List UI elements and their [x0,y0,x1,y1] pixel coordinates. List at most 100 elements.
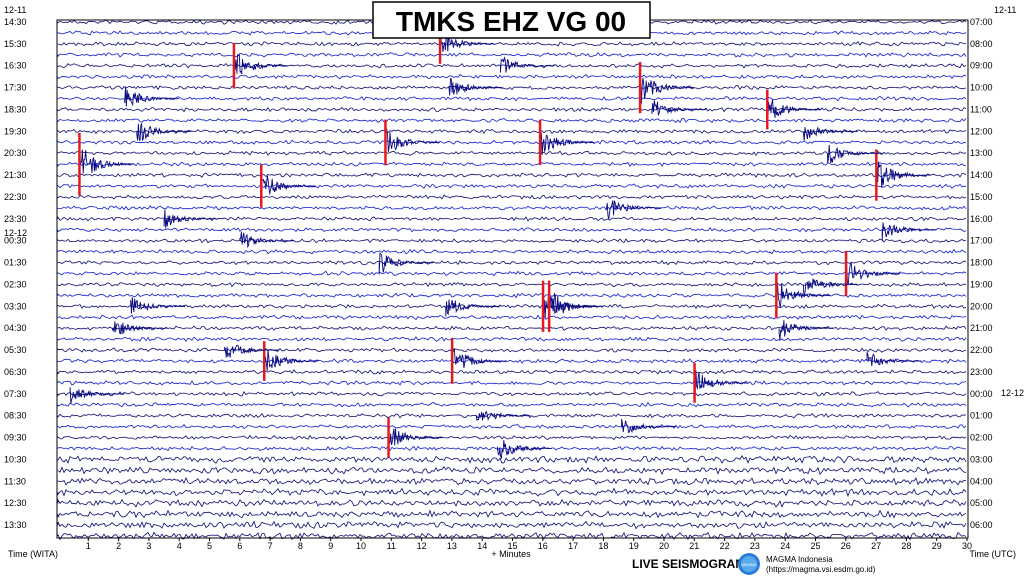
right-time-label: 15:00 [970,192,993,202]
x-tick-label: 20 [659,541,669,551]
clipped-marker [450,338,454,384]
org-url: (https://magma.vsi.esdm.go.id) [766,565,876,574]
seismic-event [881,222,937,242]
seismic-event [802,278,858,296]
trace-row [57,498,967,508]
right-time-label: 20:00 [970,301,993,311]
event-waveform [163,209,219,229]
event-group [69,24,937,459]
trace-row [57,259,967,266]
trace-row [57,369,967,375]
right-time-label: 14:00 [970,170,993,180]
magma-logo-icon: MAGMA [738,553,760,575]
seismic-event [136,123,192,141]
left-time-label: 05:30 [4,345,27,355]
seismic-event [260,164,316,208]
trace-row [57,303,967,310]
left-time-label: 19:30 [4,126,27,136]
x-tick-label: 7 [268,541,273,551]
logo-text: MAGMA [741,562,756,567]
trace-row [57,455,967,464]
right-time-label: 09:00 [970,61,993,71]
right-time-label: 13:00 [970,148,993,158]
event-waveform [766,99,822,124]
left-time-label: 04:30 [4,323,27,333]
x-tick-label: 11 [387,541,396,551]
trace-row [57,314,967,321]
left-time-label: 13:30 [4,520,27,530]
x-tick-label: 30 [962,541,972,551]
clipped-marker [693,363,696,403]
trace-row [57,95,967,102]
seismic-event [475,410,531,421]
trace-row [57,347,967,353]
seismic-event [378,252,434,275]
clipped-marker [775,272,778,319]
left-time-label: 17:30 [4,83,27,93]
event-waveform [548,292,604,321]
seismic-event [450,338,507,384]
x-tick-label: 25 [810,541,820,551]
right-time-label: 00:00 [970,389,993,399]
x-tick-label: 21 [689,541,699,551]
event-waveform [448,78,504,96]
seismic-event [802,126,858,141]
left-time-label: 10:30 [4,454,27,464]
seismic-event [130,297,186,314]
trace-row [57,531,967,541]
left-time-label: 12:30 [4,498,27,508]
right-time-label: 01:00 [970,411,993,421]
right-time-label: 03:00 [970,454,993,464]
left-time-label: 15:30 [4,39,27,49]
trace-row [57,41,967,47]
event-waveform [539,132,595,155]
x-tick-label: 16 [538,541,548,551]
right-time-axis: 07:00 08:00 09:00 10:00 11:00 12:00 13:00 14:00… [970,17,993,530]
left-time-label: 07:30 [4,389,27,399]
x-tick-label: 19 [629,541,639,551]
left-date-start: 12-11 [4,5,26,15]
event-waveform [439,31,495,52]
live-seismogram-label: LIVE SEISMOGRAM [632,557,745,571]
trace-row [57,325,967,331]
event-waveform [802,126,858,141]
event-waveform [136,123,192,141]
trace-row [57,466,967,476]
x-label-center: + Minutes [491,549,531,559]
event-waveform [224,344,280,358]
trace-row [57,358,967,364]
seismic-event [638,62,695,114]
x-tick-label: 22 [720,541,730,551]
seismic-event [651,100,707,117]
left-time-label: 00:30 [4,236,27,246]
left-time-label: 18:30 [4,105,27,115]
event-waveform [387,428,443,453]
x-tick-label: 27 [871,541,881,551]
trace-row [57,281,967,288]
left-time-label: 16:30 [4,61,27,71]
event-waveform [499,56,555,73]
event-waveform [451,347,507,379]
trace-row [57,194,967,200]
event-waveform [260,175,316,195]
right-time-label: 23:00 [970,367,993,377]
trace-row [57,85,967,91]
seismic-event [538,119,595,166]
clipped-marker [263,341,266,381]
left-time-label: 20:30 [4,148,27,158]
trace-row [57,150,967,157]
right-time-label: 08:00 [970,39,993,49]
seismic-event [621,419,677,434]
trace-row [57,445,967,452]
event-waveform [778,320,834,341]
trace-row [57,336,967,343]
x-tick-label: 12 [417,541,427,551]
seismic-event [163,209,219,229]
right-time-label: 21:00 [970,323,993,333]
x-tick-label: 2 [116,541,121,551]
left-time-label: 08:30 [4,411,27,421]
x-tick-label: 10 [356,541,366,551]
seismic-event [499,56,555,73]
trace-row [57,172,967,178]
